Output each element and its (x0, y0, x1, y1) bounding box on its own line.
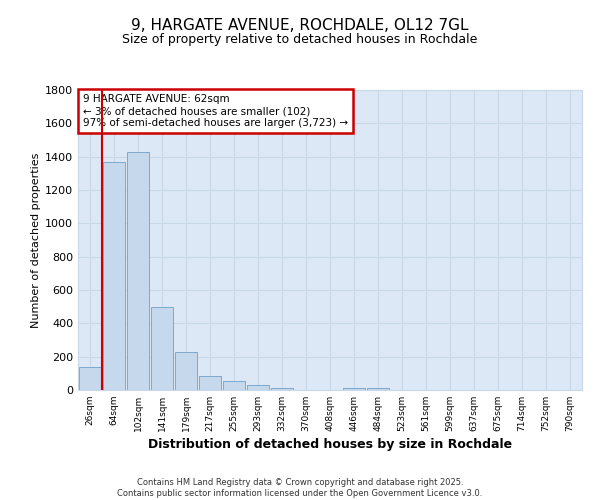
Bar (367, 388, 389, 390)
Bar (103, 162, 125, 390)
Text: 9, HARGATE AVENUE, ROCHDALE, OL12 7GL: 9, HARGATE AVENUE, ROCHDALE, OL12 7GL (131, 18, 469, 32)
Bar (247, 385, 269, 390)
Bar (199, 376, 221, 390)
Text: Contains HM Land Registry data © Crown copyright and database right 2025.
Contai: Contains HM Land Registry data © Crown c… (118, 478, 482, 498)
Y-axis label: Number of detached properties: Number of detached properties (31, 152, 41, 328)
Bar (151, 306, 173, 390)
X-axis label: Distribution of detached houses by size in Rochdale: Distribution of detached houses by size … (148, 438, 512, 451)
Bar (175, 352, 197, 390)
Bar (271, 388, 293, 390)
Text: 9 HARGATE AVENUE: 62sqm
← 3% of detached houses are smaller (102)
97% of semi-de: 9 HARGATE AVENUE: 62sqm ← 3% of detached… (83, 94, 348, 128)
Text: Size of property relative to detached houses in Rochdale: Size of property relative to detached ho… (122, 32, 478, 46)
Bar (223, 381, 245, 390)
Bar (343, 388, 365, 390)
Bar (127, 152, 149, 390)
Bar (79, 366, 101, 390)
